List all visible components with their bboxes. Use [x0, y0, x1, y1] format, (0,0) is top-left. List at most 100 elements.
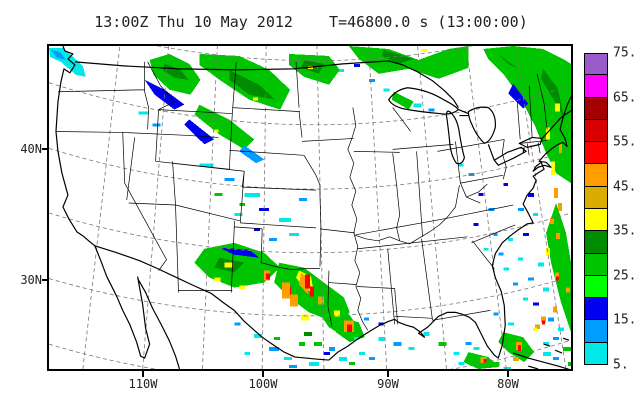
radar-fleck-cyan — [453, 352, 460, 356]
radar-fleck-yellow — [421, 48, 428, 52]
radar-fleck-blue — [503, 183, 509, 187]
radar-fleck-orange — [566, 287, 571, 293]
radar-fleck-cyan — [254, 334, 263, 339]
radar-fleck-blue — [254, 227, 261, 231]
radar-fleck-cyan — [558, 327, 565, 332]
radar-fleck-orange — [550, 217, 555, 224]
radar-fleck-cyan — [279, 217, 292, 222]
radar-fleck-red — [305, 274, 310, 289]
radar-fleck-cyan — [413, 103, 422, 108]
lon-axis-label: 90W — [377, 377, 399, 391]
radar-fleck-green — [348, 362, 355, 366]
radar-fleck-yellow — [551, 161, 556, 176]
radar-fleck-orange — [553, 306, 558, 313]
radar-echo-green — [194, 104, 255, 150]
radar-echo-green — [348, 46, 469, 79]
radar-echo-dgreen — [498, 53, 519, 69]
radar-fleck-dodger — [299, 198, 308, 202]
radar-fleck-red — [556, 276, 560, 281]
radar-fleck-dodger — [224, 178, 235, 182]
radar-fleck-green — [568, 362, 571, 367]
radar-fleck-red — [266, 273, 271, 280]
colorbar-value-label: 55. — [613, 134, 637, 150]
radar-fleck-gold — [558, 203, 563, 211]
lon-axis-tick — [262, 371, 264, 377]
radar-fleck-dodger — [498, 252, 504, 256]
radar-fleck-yellow — [333, 310, 340, 317]
radar-echo-blue — [184, 119, 215, 145]
radar-fleck-cyan — [408, 347, 415, 351]
radar-fleck-cyan — [483, 247, 489, 251]
radar-fleck-dodger — [548, 317, 555, 322]
radar-fleck-yellow — [253, 97, 259, 101]
radar-fleck-gold — [317, 296, 324, 305]
colorbar-box-magenta — [584, 74, 608, 98]
radar-fleck-gold — [535, 324, 541, 330]
radar-fleck-dodger — [234, 322, 241, 326]
radar-fleck-dodger — [465, 342, 472, 346]
colorbar-box-dgreen — [584, 230, 608, 254]
radar-fleck-blue — [378, 322, 384, 326]
colorbar-box-blue — [584, 297, 608, 321]
radar-fleck-green — [438, 342, 447, 347]
radar-echo-green — [546, 203, 571, 333]
radar-fleck-orange — [541, 316, 547, 323]
radar-fleck-blue — [478, 193, 484, 197]
radar-fleck-dodger — [328, 347, 335, 352]
radar-fleck-yellow — [214, 129, 219, 133]
radar-fleck-cyan — [338, 68, 344, 72]
radar-fleck-cyan — [199, 163, 214, 168]
radar-echo-dgreen — [381, 49, 414, 64]
lat-axis-label: 30N — [20, 273, 42, 287]
colorbar-box-gold — [584, 185, 608, 209]
colorbar-box-cyan — [584, 341, 608, 365]
radar-fleck-orange — [555, 272, 560, 279]
radar-fleck-cyan — [543, 342, 550, 346]
radar-fleck-yellow — [214, 277, 221, 282]
radar-fleck-cyan — [533, 212, 539, 216]
radar-fleck-cyan — [244, 193, 261, 198]
radar-fleck-cyan — [383, 88, 390, 92]
radar-fleck-green — [274, 337, 281, 341]
radar-fleck-blue — [323, 352, 330, 356]
radar-fleck-cyan — [503, 367, 512, 369]
radar-fleck-cyan — [538, 262, 545, 267]
radar-fleck-green — [493, 362, 500, 367]
radar-fleck-cyan — [508, 322, 515, 326]
radar-fleck-cyan — [284, 357, 293, 361]
radar-fleck-cyan — [458, 362, 465, 366]
radar-fleck-dodger — [493, 232, 498, 236]
lat-axis-tick — [42, 279, 48, 281]
radar-fleck-red — [346, 324, 352, 333]
colorbar-value-label: 25. — [613, 268, 637, 284]
radar-echo-dgreen — [229, 69, 276, 100]
radar-fleck-yellow — [301, 314, 310, 321]
radar-fleck-cyan — [378, 337, 385, 342]
radar-fleck-yellow — [533, 327, 538, 332]
coastline-layer — [55, 46, 571, 369]
lon-axis-tick — [507, 371, 509, 377]
radar-fleck-cyan — [473, 347, 480, 351]
lon-axis-label: 100W — [248, 377, 278, 391]
radar-echo-layer — [49, 46, 571, 369]
radar-fleck-cyan — [309, 362, 319, 367]
radar-fleck-dodger — [368, 357, 375, 361]
radar-fleck-green — [214, 193, 223, 197]
radar-fleck-cyan — [358, 352, 365, 356]
radar-fleck-dodger — [363, 317, 369, 321]
radar-fleck-red — [542, 320, 546, 325]
lon-axis-tick — [387, 371, 389, 377]
radar-fleck-cyan — [503, 267, 510, 271]
radar-fleck-dodger — [518, 207, 525, 211]
radar-fleck-dodger — [428, 108, 435, 112]
colorbar-box-orange — [584, 163, 608, 187]
radar-fleck-dodger — [289, 365, 298, 369]
radar-fleck-green — [313, 342, 322, 347]
lon-axis-label: 80W — [497, 377, 519, 391]
radar-fleck-cyan — [423, 332, 430, 337]
lat-axis-tick — [42, 148, 48, 150]
radar-fleck-yellow — [224, 262, 233, 268]
colorbar-value-label: 35. — [613, 223, 637, 239]
radar-fleck-cyan — [518, 257, 524, 261]
